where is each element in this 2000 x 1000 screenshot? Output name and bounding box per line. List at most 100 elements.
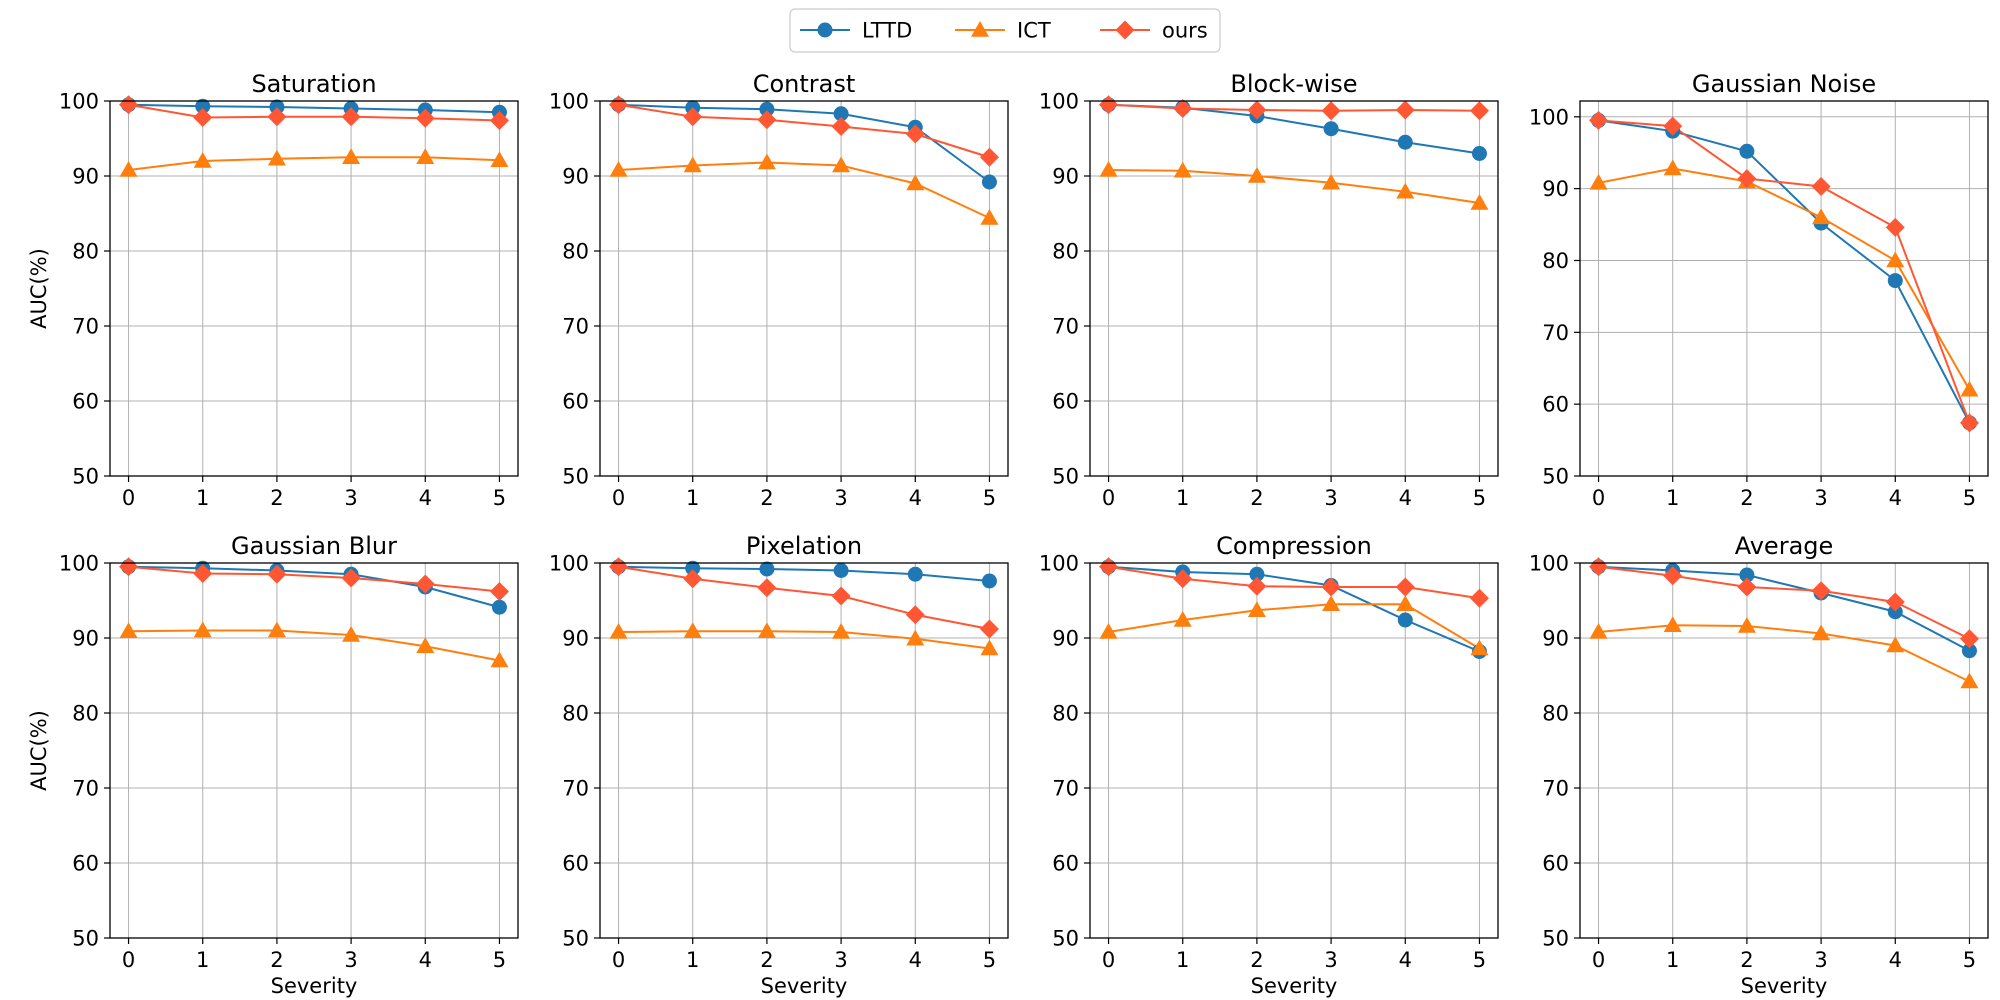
panel-title: Average <box>1735 532 1834 560</box>
y-tick-label: 70 <box>562 777 589 801</box>
axes-frame <box>1579 562 1989 939</box>
panel-contrast: 0 1 2 3 4 5 50 60 70 80 90 100 Contrast <box>549 70 1009 510</box>
y-tick-label: 60 <box>562 390 589 414</box>
point-ours <box>1173 569 1193 589</box>
legend-marker <box>1115 20 1135 40</box>
point-ict <box>906 174 925 191</box>
x-tick-label: 1 <box>1666 486 1679 510</box>
point-ours <box>1469 101 1489 121</box>
point-ict <box>1247 167 1266 183</box>
x-tick-label: 4 <box>909 486 922 510</box>
x-tick-label: 0 <box>122 486 135 510</box>
point-ict <box>1663 616 1682 632</box>
series-line-ours <box>128 103 500 122</box>
point-ict <box>757 153 776 170</box>
x-tick-label: 2 <box>270 948 283 972</box>
point-ict <box>267 621 286 638</box>
y-axis-label: AUC(%) <box>27 248 51 329</box>
y-tick-label: 50 <box>1542 465 1569 489</box>
series-line-ict <box>1598 167 1971 391</box>
legend-item-ours: ours <box>1100 19 1208 43</box>
x-tick-label: 0 <box>1592 486 1605 510</box>
point-ours <box>1321 577 1341 597</box>
panel-title: Pixelation <box>746 532 862 560</box>
y-tick-label: 70 <box>1052 777 1079 801</box>
series-line-ict <box>618 630 990 650</box>
point-lttd <box>759 561 775 577</box>
point-ict <box>1247 601 1266 617</box>
point-ours <box>683 569 703 589</box>
point-ours <box>905 605 925 625</box>
point-ict <box>1960 672 1979 689</box>
axes-frame <box>599 562 1009 939</box>
y-tick-label: 100 <box>59 552 99 576</box>
point-ours <box>1885 592 1905 612</box>
point-ours <box>1959 629 1979 649</box>
series-line-lttd <box>128 565 500 609</box>
point-ours <box>1589 110 1609 130</box>
point-ours <box>193 564 213 583</box>
point-ours <box>1395 100 1415 120</box>
y-tick-label: 60 <box>72 852 99 876</box>
x-tick-label: 4 <box>419 486 432 510</box>
x-tick-label: 2 <box>1250 486 1263 510</box>
series-line-ours <box>1108 103 1480 112</box>
point-lttd <box>833 563 849 578</box>
x-tick-label: 5 <box>1473 486 1486 510</box>
legend-label: ICT <box>1017 19 1051 43</box>
point-ours <box>683 107 703 127</box>
y-tick-label: 90 <box>1052 165 1079 189</box>
point-ict <box>1812 624 1831 641</box>
point-ours <box>979 147 999 167</box>
x-axis-label: Severity <box>761 974 848 998</box>
point-ict <box>490 651 509 668</box>
panel-title: Block-wise <box>1230 70 1357 98</box>
point-lttd <box>195 98 211 114</box>
point-ict <box>1173 611 1192 627</box>
point-lttd <box>1249 566 1265 582</box>
grid <box>1090 562 1498 939</box>
point-ours <box>1321 101 1341 121</box>
point-ict <box>1812 208 1831 225</box>
series-line-lttd <box>1598 565 1970 652</box>
y-tick-label: 80 <box>1052 702 1079 726</box>
x-tick-label: 1 <box>196 948 209 972</box>
x-tick-label: 3 <box>344 948 357 972</box>
y-tick-label: 50 <box>562 927 589 951</box>
point-ours <box>1811 176 1831 196</box>
x-tick-label: 2 <box>1250 948 1263 972</box>
point-ict <box>119 161 138 177</box>
axes-frame <box>1089 100 1499 477</box>
point-ict <box>119 622 138 638</box>
y-tick-label: 50 <box>72 465 99 489</box>
point-ours <box>1663 566 1683 586</box>
point-ict <box>1663 159 1682 176</box>
y-tick-label: 80 <box>1052 240 1079 264</box>
point-ict <box>1960 380 1979 397</box>
y-tick-label: 80 <box>72 240 99 264</box>
panel-block-wise: 0 1 2 3 4 5 50 60 70 80 90 100 Block-wise <box>1039 70 1499 510</box>
point-ict <box>609 161 628 177</box>
grid <box>110 562 518 939</box>
point-ours <box>341 568 361 588</box>
grid <box>1580 562 1988 939</box>
x-axis-label: Severity <box>271 974 358 998</box>
point-lttd <box>1323 121 1339 137</box>
y-tick-label: 90 <box>562 165 589 189</box>
point-lttd <box>1887 273 1903 289</box>
legend: LTTD ICT ours <box>789 8 1221 53</box>
series-line-ours <box>1598 119 1971 424</box>
grid <box>600 562 1008 939</box>
x-tick-label: 0 <box>122 948 135 972</box>
point-ict <box>906 629 925 646</box>
y-tick-label: 100 <box>1529 552 1569 576</box>
point-lttd <box>685 560 701 576</box>
point-ict <box>1589 623 1608 639</box>
point-ict <box>1886 636 1905 653</box>
y-tick-label: 70 <box>72 315 99 339</box>
y-tick-label: 90 <box>1542 177 1569 201</box>
point-lttd <box>1739 567 1755 583</box>
y-tick-label: 100 <box>1039 552 1079 576</box>
panel-compression: 0 1 2 3 4 5 50 60 70 80 90 100 Compression Severity <box>1039 532 1499 998</box>
point-ours <box>905 124 925 144</box>
